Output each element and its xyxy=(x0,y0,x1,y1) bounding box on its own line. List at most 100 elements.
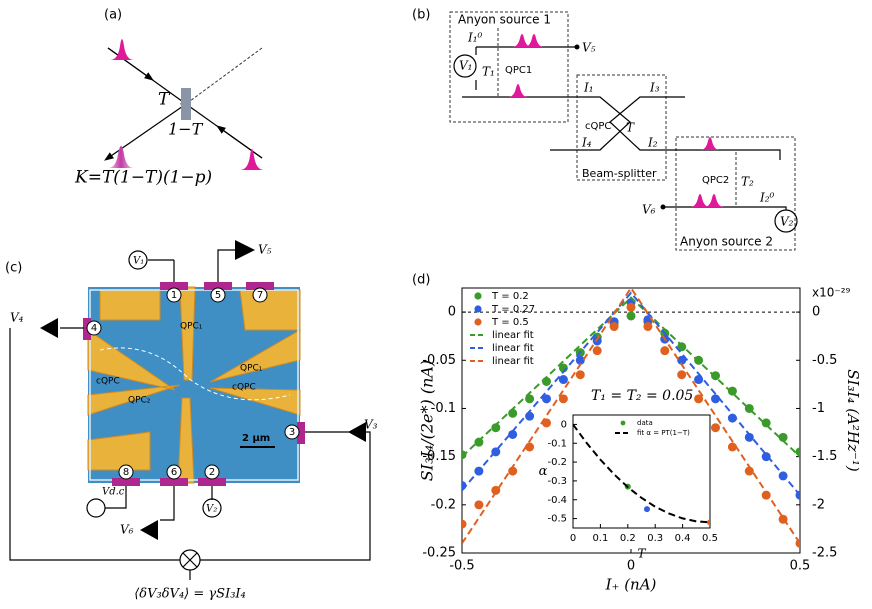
beam xyxy=(216,125,263,159)
gate-label: QPC₁ xyxy=(180,322,203,332)
data-point xyxy=(575,370,585,380)
y-tick-label: -0.25 xyxy=(422,546,456,561)
data-point xyxy=(474,500,484,510)
legend-label: linear fit xyxy=(492,330,534,341)
data-point xyxy=(508,429,518,439)
data-point xyxy=(707,519,710,526)
legend-swatch xyxy=(474,292,482,300)
panel-label: (a) xyxy=(104,8,122,23)
contact-number: 5 xyxy=(215,290,221,301)
legend-label: linear fit xyxy=(492,356,534,367)
label: QPC2 xyxy=(702,175,729,186)
wire xyxy=(665,206,787,210)
fit-line xyxy=(462,288,800,544)
meter xyxy=(128,250,148,270)
label: V₃ xyxy=(364,418,378,432)
beam xyxy=(185,47,263,105)
gate-label: cQPC xyxy=(96,377,120,387)
data-point xyxy=(491,485,501,495)
gate xyxy=(87,286,301,484)
label: T₁ xyxy=(482,65,495,79)
x-tick-label: 0.3 xyxy=(647,533,663,544)
contact-number: 6 xyxy=(171,467,177,478)
label-1-t: 1−T xyxy=(168,120,204,139)
data-point xyxy=(694,394,704,404)
scale-label: 2 μm xyxy=(242,433,270,444)
contact-number: 3 xyxy=(289,427,295,438)
terminal xyxy=(574,44,580,50)
formula: K=T(1−T)(1−p) xyxy=(74,168,212,188)
y-tick-label: -0.3 xyxy=(547,476,567,487)
wavepacket xyxy=(110,39,134,60)
y-tick-label: -0.05 xyxy=(422,353,456,368)
data-point xyxy=(558,375,568,385)
legend-label: T = 0.2 xyxy=(491,291,529,302)
y-tick-label: -0.1 xyxy=(547,438,567,449)
y-tick-label: 0 xyxy=(561,419,567,430)
data-point xyxy=(677,370,687,380)
legend-label: T = 0.27 xyxy=(491,304,535,315)
data-point xyxy=(491,423,501,433)
data-point xyxy=(677,355,687,365)
y-tick-label: -0.2 xyxy=(431,497,456,512)
source xyxy=(453,54,477,78)
box xyxy=(449,11,569,123)
data-point xyxy=(592,346,602,356)
label: cQPC xyxy=(585,121,611,132)
x-axis-label: I₊ (nA) xyxy=(605,576,657,594)
y-axis-label: SI₃I₄/(2e*) (nA) xyxy=(418,360,437,481)
label: I₂ xyxy=(647,136,658,150)
y-tick-label: -0.5 xyxy=(547,514,567,525)
data-point xyxy=(795,447,800,457)
legend-swatch xyxy=(474,318,482,326)
label: V₂ xyxy=(206,504,217,515)
y-axis-label: α xyxy=(539,464,548,479)
panel-label: (b) xyxy=(412,8,430,23)
x-tick-label: 0.2 xyxy=(620,533,636,544)
label-t: T xyxy=(158,90,171,110)
data-point xyxy=(592,336,602,346)
label: V₅ xyxy=(582,41,596,55)
fit-line xyxy=(573,423,710,524)
source xyxy=(774,209,798,233)
contact-labels xyxy=(86,287,300,480)
legend-label: linear fit xyxy=(492,343,534,354)
data-point xyxy=(626,302,636,312)
x-tick-label: 0.5 xyxy=(702,533,718,544)
wavepacket xyxy=(508,84,528,97)
data-point xyxy=(558,394,568,404)
meter xyxy=(202,498,222,518)
contact-number: 2 xyxy=(209,467,215,478)
y-tick-label: -0.1 xyxy=(431,401,456,416)
wavepacket xyxy=(108,146,134,168)
legend-swatch xyxy=(474,305,482,313)
box-title: Beam-splitter xyxy=(582,167,657,180)
label: QPC1 xyxy=(505,65,532,76)
label: V₆ xyxy=(642,203,656,217)
x-tick-label: 0 xyxy=(627,559,635,574)
label: Vd.c xyxy=(102,487,125,498)
label: I₁ xyxy=(583,81,594,95)
box-title: Anyon source 2 xyxy=(680,235,773,249)
source xyxy=(86,498,106,518)
box-title: Anyon source 1 xyxy=(458,13,551,27)
x-tick-label: -0.5 xyxy=(449,559,474,574)
wavepacket xyxy=(240,149,264,170)
panel-a: (a) T 1−T K=T(1−T)(1−p) xyxy=(74,8,264,188)
contact-number: 1 xyxy=(171,290,177,301)
label: V₆ xyxy=(120,523,134,537)
data-point xyxy=(711,394,720,404)
edge xyxy=(99,347,291,401)
data-point xyxy=(711,371,720,381)
data-point xyxy=(660,346,670,356)
y-tick-label: 0 xyxy=(448,305,456,320)
y-tick-label: -0.15 xyxy=(422,449,456,464)
gate-label: QPC₁ xyxy=(240,364,263,374)
wavepacket xyxy=(700,137,720,150)
box xyxy=(576,74,667,181)
fit-line xyxy=(462,291,800,496)
x-tick-label: 0.5 xyxy=(790,559,811,574)
data-point xyxy=(462,519,467,529)
x-tick-label: 0.4 xyxy=(675,533,691,544)
